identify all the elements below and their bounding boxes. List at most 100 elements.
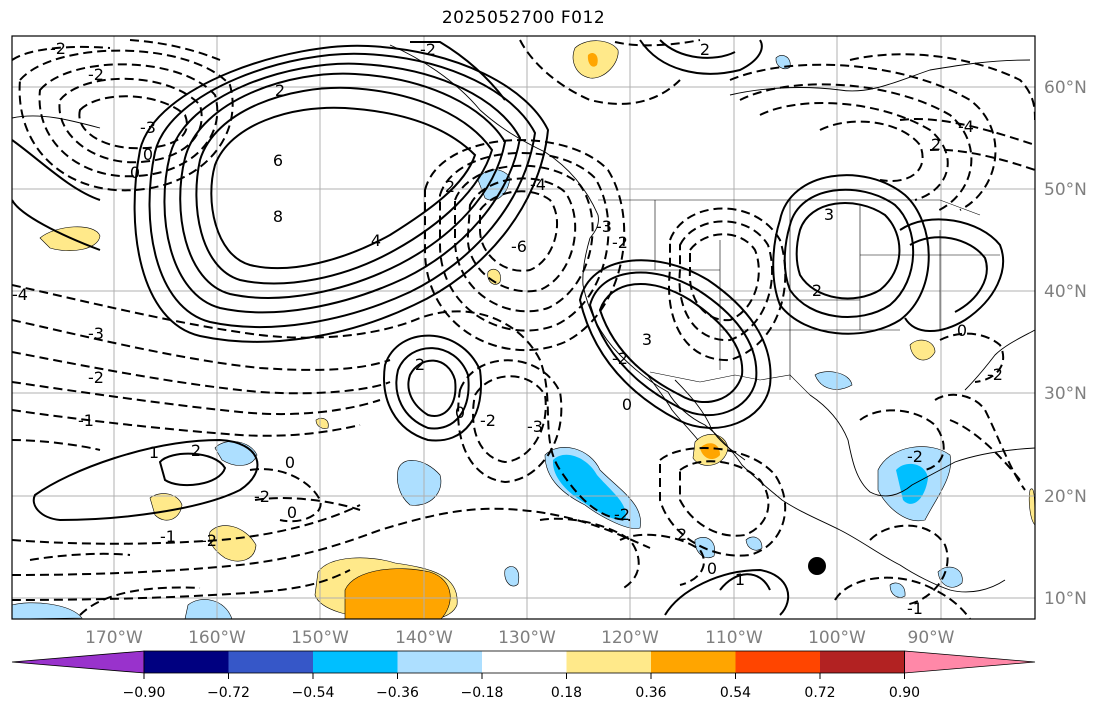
colorbar-tick-label: 0.18 [551,685,582,701]
lon-tick-label: 90°W [908,628,955,648]
contour-line [679,460,770,537]
contour-line [38,63,219,178]
fill-region [896,463,928,504]
colorbar-segment [397,651,482,673]
colorbar-segment [482,651,567,673]
contour-label: 3 [824,205,834,224]
contour-line [12,45,111,61]
contour-line [688,233,760,322]
contour-label: -3 [140,118,156,137]
lat-tick-label: 50°N [1044,180,1087,200]
gridlines [12,36,1035,619]
contour-label: 0 [957,321,967,340]
contour-label: 0 [622,395,632,414]
contour-line [12,504,361,545]
contour-label: -2 [612,233,628,252]
contour-label: 0 [455,403,465,422]
contour-label: 2 [812,281,822,300]
fill-region [814,371,853,390]
contour-label: -2 [614,505,630,524]
contour-line [472,375,547,464]
contour-line [795,202,901,300]
contour-line [133,44,550,343]
contour-line [12,319,391,371]
colorbar-tick-label: 0.54 [720,685,751,701]
contour-label: -1 [160,527,176,546]
contour-line [457,359,563,484]
contour-label: -1 [78,411,94,430]
contour-line [834,576,971,619]
fill-region [909,339,936,361]
contour-line [783,188,915,318]
colorbar-tick-label: −0.90 [123,685,166,701]
fill-region [12,602,83,619]
colorbar-tick-label: 0.72 [804,685,835,701]
contour-line [588,271,758,417]
contour-line [12,439,101,451]
contour-line [869,524,949,606]
contour-line [148,52,537,329]
colorbar-tick-label: −0.72 [207,685,250,701]
contour-line [772,174,930,335]
contour-label: -2 [88,65,104,84]
station-marker [808,557,826,575]
fill-region [397,460,442,506]
contour-label: -4 [12,285,28,304]
lon-tick-labels: 170°W 160°W 150°W 140°W 130°W 120°W 110°… [85,628,955,648]
fill-region [889,582,906,598]
lon-tick-label: 120°W [601,628,659,648]
fill-region [208,525,257,562]
contour-label: 8 [273,207,283,226]
contour-labels: -2 -3 0 -2 2 2 -4 2 -2 0 6 8 4 2 -6 -3 -… [12,39,1003,618]
coastline-gulf [809,394,1035,497]
contour-line [539,517,640,591]
contour-line [410,39,763,101]
contour-line [163,62,522,314]
contour-label: -6 [511,237,527,256]
fill-region [344,568,451,619]
contour-line [158,452,227,487]
contour-line [859,409,945,471]
contour-label: -2 [480,411,496,430]
lat-tick-label: 40°N [1044,282,1087,302]
contour-label: 2 [415,355,425,374]
fill-region [552,454,626,521]
contour-line [12,507,651,576]
map-frame [11,35,1036,620]
contours-negative [12,39,1035,619]
contour-label: 4 [371,231,381,250]
contour-line [719,573,771,591]
contour-line [659,447,787,557]
fill-region [937,566,963,588]
lon-tick-label: 170°W [85,628,143,648]
colorbar-tick-label: −0.54 [292,685,335,701]
contour-line [395,347,470,430]
map-area: -2 -3 0 -2 2 2 -4 2 -2 0 6 8 4 2 -6 -3 -… [12,36,1035,619]
contours-positive [12,39,1005,616]
contour-label: -2 [907,447,923,466]
lat-tick-label: 30°N [1044,384,1087,404]
border-us-mexico [649,371,811,396]
colorbar-tick-label: 0.90 [889,685,920,701]
contour-line [12,284,631,521]
fill-region [149,493,183,521]
contour-label: -1 [907,599,923,618]
coastline-baja [644,371,699,441]
coastline-east [964,329,1035,391]
colorbar: −0.90 −0.72 −0.54 −0.36 −0.18 0.18 0.36 … [11,650,1036,701]
lon-tick-label: 150°W [291,628,349,648]
contour-label: 3 [642,330,652,349]
contour-line [759,102,949,201]
contour-line [949,419,1021,481]
contour-label: 2 [931,135,941,154]
colorbar-tick-label: −0.36 [376,685,419,701]
contour-label: 1 [149,443,159,462]
contour-label: 2 [445,177,455,196]
colorbar-segment [144,651,229,673]
contour-label: 0 [707,559,717,578]
contour-line [614,39,701,47]
lon-tick-label: 130°W [498,628,556,648]
contour-line [934,393,1026,491]
colorbar-frame [143,650,905,674]
